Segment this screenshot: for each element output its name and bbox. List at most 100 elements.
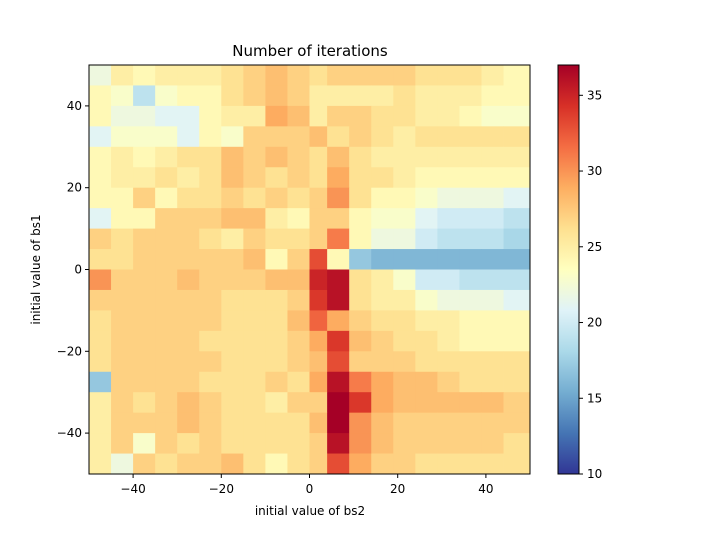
heatmap-cell [287,65,310,86]
heatmap-cell [111,412,134,434]
heatmap-cell [393,187,416,209]
heatmap-cell [503,392,531,414]
heatmap-cell [393,412,416,434]
heatmap-cell [327,269,350,291]
heatmap-cell [287,208,310,229]
heatmap-cell [437,351,460,373]
heatmap-cell [481,228,504,250]
heatmap-cell [459,289,482,311]
heatmap-cell [89,208,112,229]
heatmap-cell [349,249,372,270]
heatmap-cell [481,392,504,414]
heatmap-cell [309,433,328,454]
heatmap-cell [111,85,134,107]
heatmap-cell [437,453,460,475]
heatmap-cell [481,453,504,475]
heatmap-cell [393,126,416,148]
heatmap-cell [287,249,310,270]
heatmap-cell [133,453,156,475]
heatmap-cell [243,310,266,332]
heatmap-cell [177,392,200,414]
heatmap-cell [199,392,222,414]
heatmap-cell [177,105,200,127]
heatmap-cell [155,105,178,127]
heatmap-cell [199,351,222,373]
heatmap-cell [155,330,178,352]
heatmap-cell [111,105,134,127]
heatmap-cell [155,289,178,311]
heatmap-cell [503,85,531,107]
heatmap-cell [437,228,460,250]
heatmap-cell [309,208,328,229]
heatmap-cell [309,65,328,86]
heatmap-cell [243,208,266,229]
heatmap-cell [327,453,350,475]
heatmap-cell [243,105,266,127]
heatmap-cell [177,208,200,229]
heatmap-cell [89,187,112,209]
heatmap-cell [155,146,178,168]
heatmap-cell [133,126,156,148]
heatmap-cell [327,146,350,168]
heatmap-cell [481,351,504,373]
colorbar-tick-label: 25 [587,240,602,254]
heatmap-cell [265,146,288,168]
heatmap-cell [243,65,266,86]
heatmap-cell [481,187,504,209]
heatmap-cell [437,105,460,127]
heatmap-cell [111,289,134,311]
heatmap-cell [503,351,531,373]
heatmap-cell [265,392,288,414]
heatmap-cell [177,167,200,189]
heatmap-cell [287,371,310,393]
heatmap-cell [111,453,134,475]
heatmap-cell [265,269,288,291]
heatmap-cell [371,310,394,332]
heatmap-cell [371,167,394,189]
heatmap-cell [393,85,416,107]
heatmap-cell [243,85,266,107]
heatmap-cell [309,126,328,148]
y-tick-label: 0 [74,263,82,277]
heatmap-cell [327,351,350,373]
heatmap-cell [265,167,288,189]
heatmap-cell [481,269,504,291]
heatmap-cell [481,433,504,454]
heatmap-cell [327,412,350,434]
heatmap-cell [349,146,372,168]
heatmap-cell [415,228,438,250]
heatmap-cell [133,330,156,352]
heatmap-cell [133,187,156,209]
heatmap-cell [503,453,531,475]
heatmap-cell [481,146,504,168]
heatmap-cell [265,105,288,127]
x-tick-label: 40 [478,482,493,496]
heatmap-cell [309,330,328,352]
heatmap-cell [393,310,416,332]
heatmap-cell [349,351,372,373]
heatmap-cell [243,453,266,475]
heatmap-cell [89,371,112,393]
heatmap-cell [327,371,350,393]
colorbar-ticks: 10 15 20 25 30 35 [579,88,602,481]
heatmap-cell [243,412,266,434]
heatmap-cell [415,126,438,148]
heatmap-cell [503,310,531,332]
heatmap-cell [89,412,112,434]
heatmap-cell [199,208,222,229]
heatmap-cell [155,453,178,475]
y-axis-label: initial value of bs1 [29,214,43,324]
heatmap-cell [393,453,416,475]
heatmap-cells [89,65,531,475]
heatmap-cell [221,289,244,311]
heatmap-cell [393,371,416,393]
heatmap-cell [199,228,222,250]
heatmap-cell [327,330,350,352]
heatmap-cell [287,453,310,475]
heatmap-cell [349,105,372,127]
heatmap-cell [481,126,504,148]
heatmap-cell [459,392,482,414]
heatmap-cell [371,371,394,393]
heatmap-cell [309,392,328,414]
heatmap-cell [199,289,222,311]
